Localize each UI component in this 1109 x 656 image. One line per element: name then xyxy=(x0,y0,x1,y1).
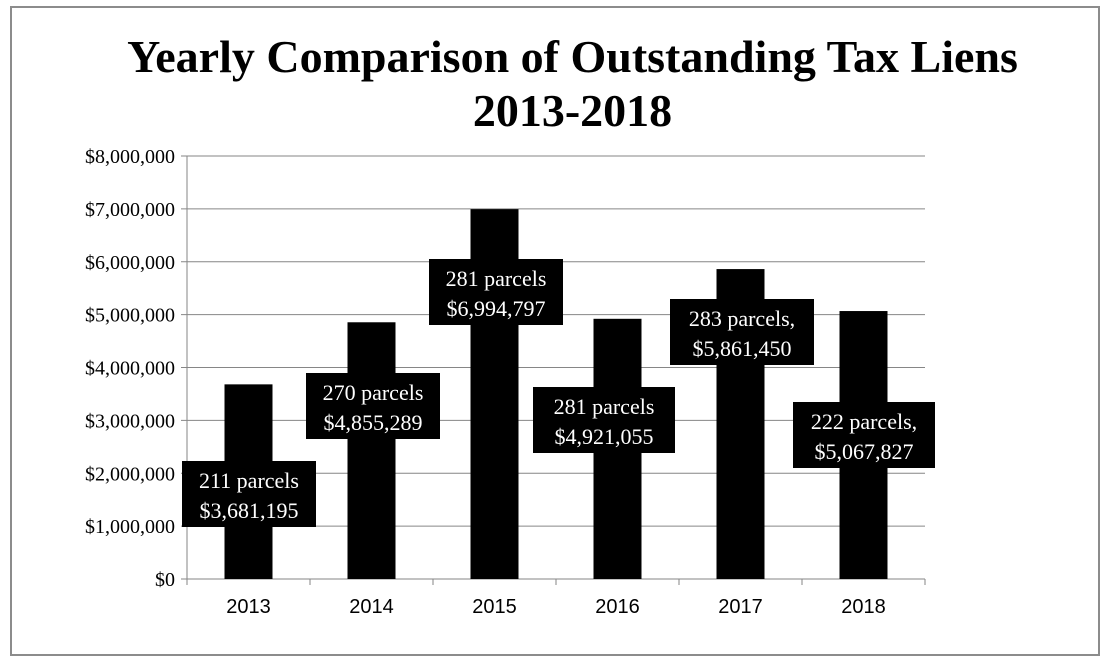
x-tick-label: 2013 xyxy=(226,596,271,618)
x-tick-label: 2015 xyxy=(472,596,517,618)
y-tick-label: $5,000,000 xyxy=(85,305,175,327)
data-label: $4,921,055 xyxy=(555,424,654,449)
data-label-box xyxy=(533,387,675,453)
y-tick-label: $6,000,000 xyxy=(85,252,175,274)
x-tick-label: 2016 xyxy=(595,596,640,618)
y-tick-label: $3,000,000 xyxy=(85,410,175,432)
bar xyxy=(347,322,396,579)
data-label-box xyxy=(306,373,440,439)
data-label-box xyxy=(793,402,935,468)
y-tick-label: $2,000,000 xyxy=(85,463,175,485)
y-tick-label: $0 xyxy=(155,569,175,591)
x-tick-label: 2014 xyxy=(349,596,394,618)
y-tick-label: $7,000,000 xyxy=(85,199,175,221)
data-label: 283 parcels, xyxy=(689,306,795,331)
data-label: 211 parcels xyxy=(199,468,299,493)
data-label-box xyxy=(429,259,563,325)
data-label: $3,681,195 xyxy=(200,498,299,523)
x-tick-label: 2018 xyxy=(841,596,886,618)
x-tick-label: 2017 xyxy=(718,596,763,618)
data-label: 222 parcels, xyxy=(811,409,917,434)
data-label: 281 parcels xyxy=(554,394,655,419)
data-label: 270 parcels xyxy=(323,380,424,405)
y-tick-label: $8,000,000 xyxy=(85,146,175,168)
data-label: 281 parcels xyxy=(446,266,547,291)
chart-title: Yearly Comparison of Outstanding Tax Lie… xyxy=(127,31,1018,136)
data-label: $6,994,797 xyxy=(447,296,546,321)
data-label: $4,855,289 xyxy=(324,410,423,435)
y-tick-label: $1,000,000 xyxy=(85,516,175,538)
data-label: $5,067,827 xyxy=(815,439,914,464)
data-label-box xyxy=(670,299,814,365)
y-tick-label: $4,000,000 xyxy=(85,358,175,380)
chart-frame xyxy=(10,6,1100,656)
data-label: $5,861,450 xyxy=(693,336,792,361)
data-label-box xyxy=(182,461,316,527)
